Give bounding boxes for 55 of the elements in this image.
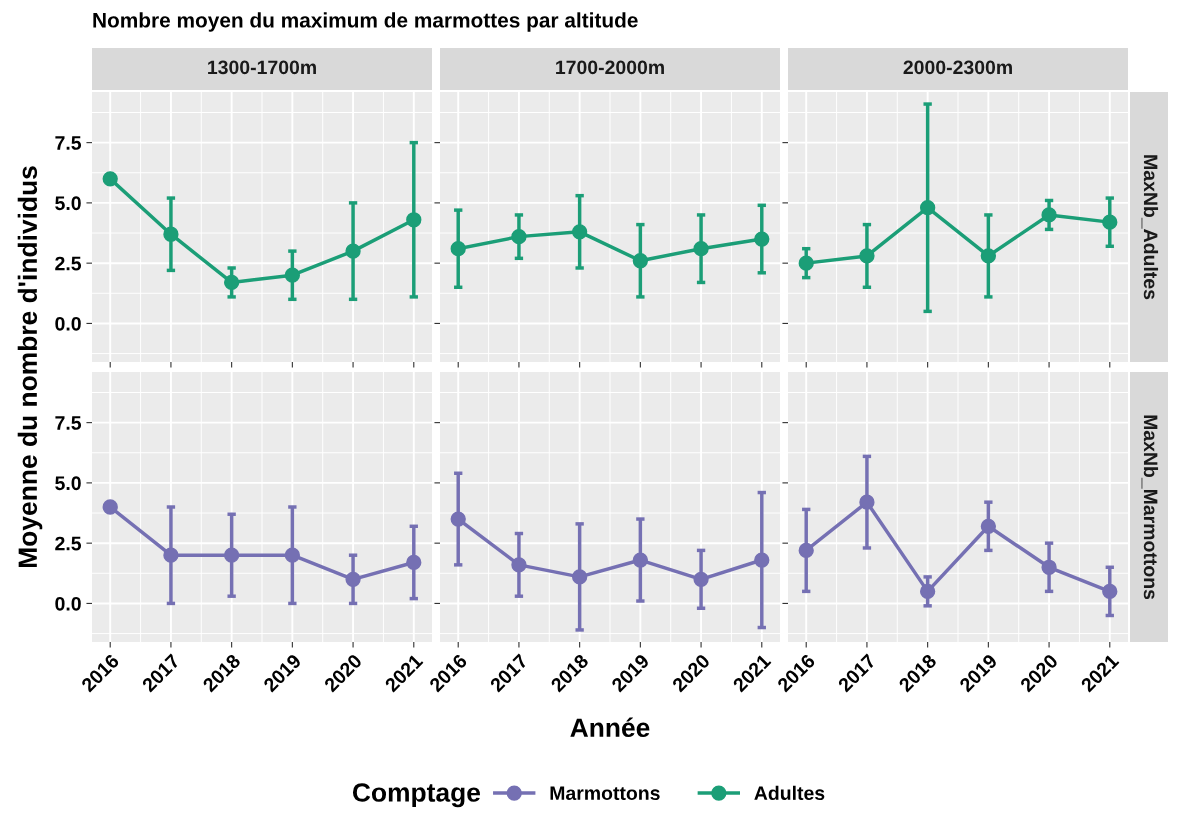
point [754,231,770,247]
y-tick-label: 5.0 [55,476,81,491]
point [1041,559,1057,575]
point [920,583,936,600]
point [572,224,588,240]
point [284,547,300,563]
y-tick-label: 2.5 [55,536,82,551]
y-tick-label: 0.0 [55,316,81,331]
point [406,554,422,571]
point [693,241,709,257]
chart-subtitle: 2000-2300m [903,60,1012,75]
y-tick-label: 2.5 [55,256,82,271]
point [163,547,179,563]
chart-subtitle: 1300-1700m [208,60,316,75]
point [980,518,996,534]
point [102,171,118,187]
y-tick-label: 0.0 [55,596,81,611]
point [511,557,527,573]
point [1102,214,1118,230]
point [754,552,770,568]
point [572,569,588,585]
y-tick-label: 7.5 [55,416,82,430]
point [980,248,996,264]
point [224,547,240,563]
legend-title: Comptage [352,783,480,808]
y2-axis-title: MaxNb_Marmottons [1141,415,1159,600]
point [102,499,118,515]
point [284,267,300,283]
point [798,542,814,559]
point [920,200,936,216]
point [450,511,466,527]
chart-subtitle: 1700-2000m [556,60,664,75]
y-axis-title: Moyenne du nombre d'individus [17,166,43,568]
point [1102,583,1118,600]
point [511,229,527,245]
point [450,241,466,257]
y-tick-label: 7.5 [55,136,82,150]
point [345,243,361,259]
point [632,552,648,568]
y2-axis-title: MaxNb_Adultes [1141,155,1159,300]
y-tick-label: 5.0 [55,196,81,211]
point [859,494,875,510]
point [224,274,240,291]
point [693,571,709,587]
point [163,226,179,242]
point [632,253,648,269]
point [406,212,422,228]
point [345,571,361,587]
legend-label: Marmottons [550,786,660,801]
x-axis-title: Année [570,717,650,738]
point [859,248,875,264]
legend-label: Adultes [754,785,825,801]
point [1041,207,1057,223]
chart-title: Nombre moyen du maximum de marmottes par altitude [93,12,638,32]
point [798,255,814,271]
